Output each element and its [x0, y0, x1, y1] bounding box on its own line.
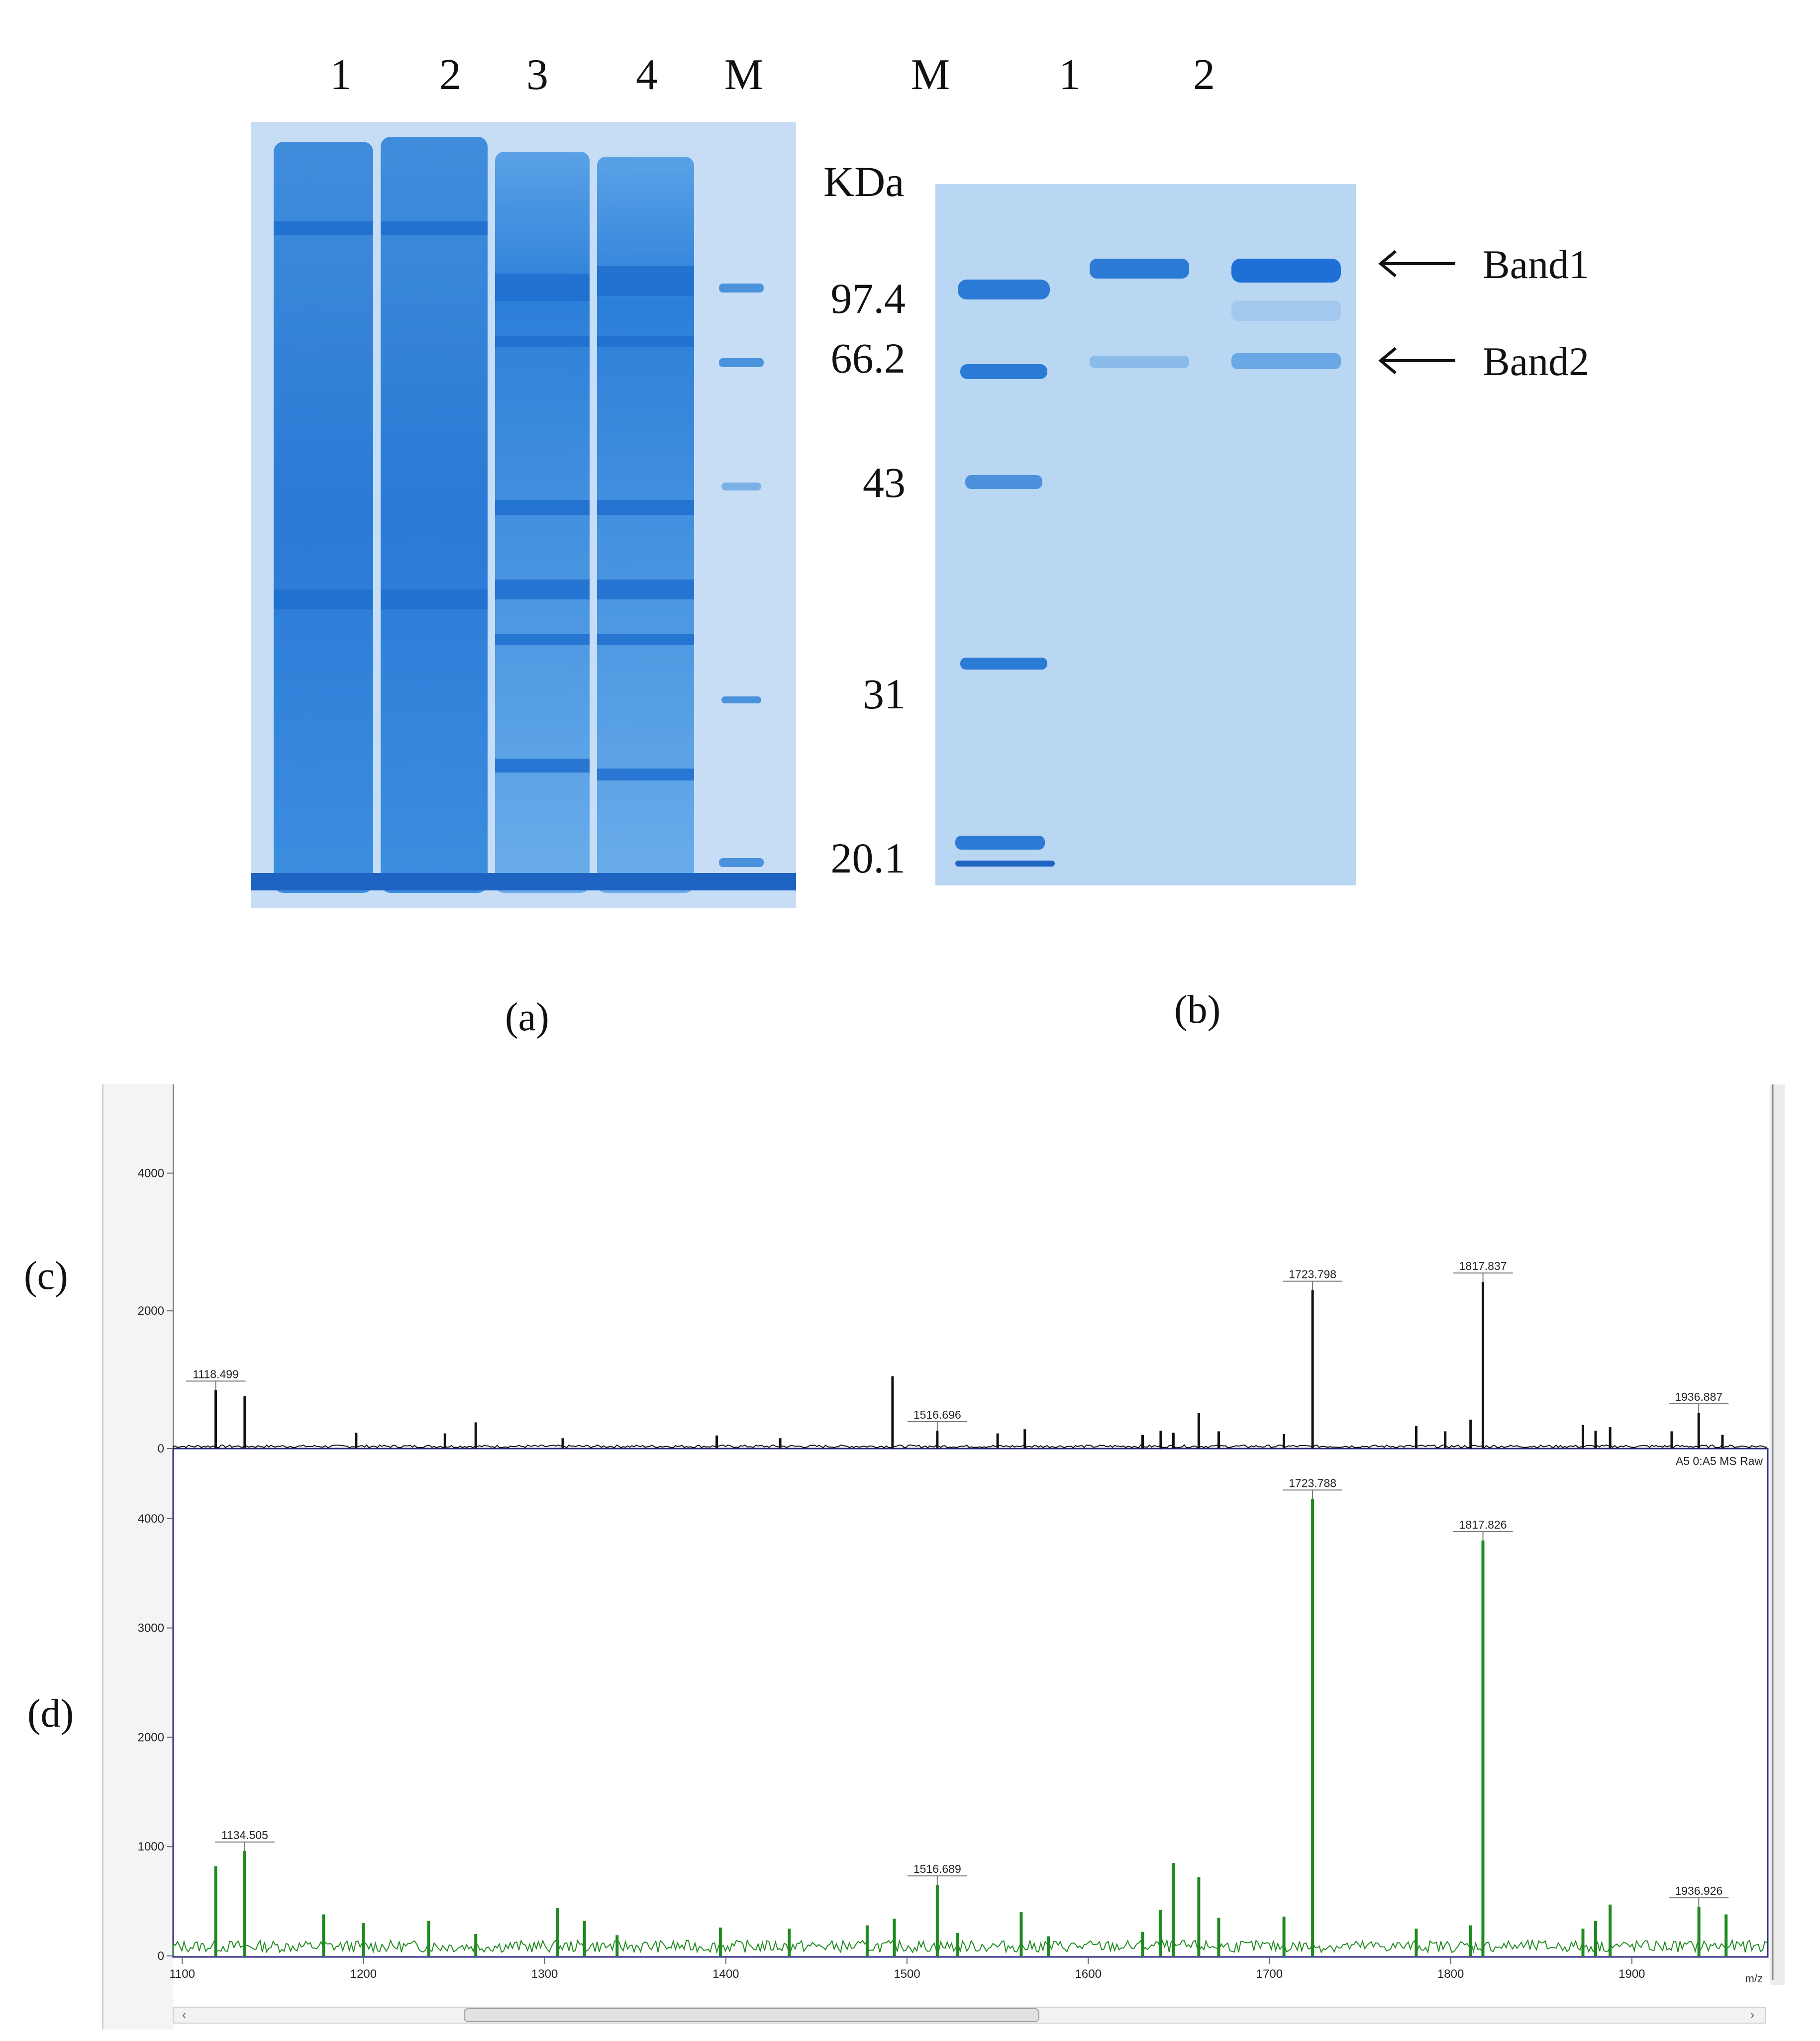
peak-label: 1936.887 [1675, 1390, 1722, 1403]
peak-label: 1134.505 [221, 1829, 268, 1842]
y-tick-label: 0 [158, 1442, 164, 1456]
x-tick-label: 1400 [712, 1967, 739, 1981]
gel-a-lane-labels: 1 2 3 4 M [0, 0, 846, 109]
spectrum-c-plot-area [173, 1084, 1768, 1449]
spectrum-c-panel-label: (c) [24, 1254, 68, 1298]
y-tick-label: 1000 [138, 1840, 164, 1853]
scroll-left-icon[interactable]: ‹ [182, 2008, 186, 2022]
y-tick-label: 2000 [138, 1731, 164, 1744]
gel-b-panel-label: (b) [1174, 988, 1221, 1032]
gel-b-lane-label: 2 [1193, 51, 1215, 99]
gel-a-panel-label: (a) [505, 995, 549, 1039]
y-tick-label: 4000 [138, 1512, 164, 1526]
spectrum-baseline [173, 1938, 1767, 1956]
spectrum-baseline [173, 1444, 1767, 1449]
y-tick-label: 3000 [138, 1622, 164, 1635]
x-tick-label: 1800 [1437, 1967, 1464, 1981]
x-tick-label: 1600 [1075, 1967, 1102, 1981]
spectrum-header: A5 0:A5 MS Raw [1676, 1455, 1763, 1467]
marker-weight-label: 97.4 [830, 275, 906, 322]
spectrum-chart: A5 0:A5 MS Raw ‹ › m/z 1118.4991516.6961… [103, 1084, 1785, 2030]
spectrum-d-panel-label: (d) [27, 1692, 74, 1736]
molecular-weight-unit: KDa [823, 158, 905, 205]
spectrum-c-trace: 1118.499 1516.696 1723.798 1817.837 1936.887 [173, 1260, 1767, 1449]
peak-label: 1118.499 [193, 1367, 239, 1380]
spectrum-d-plot-area [172, 1448, 1769, 1958]
y-tick-label: 4000 [138, 1166, 164, 1180]
band2-label: Band2 [1483, 339, 1590, 384]
marker-weight-label: 20.1 [830, 834, 906, 882]
gel-a-lane-label: M [724, 51, 764, 99]
peak-label: 1817.826 [1459, 1518, 1507, 1531]
gel-a-lane-label: 3 [526, 51, 548, 99]
gel-a-lane-label: 4 [636, 51, 658, 99]
gel-b-sample-bands [1090, 259, 1341, 369]
marker-weight-label: 66.2 [830, 334, 906, 382]
x-tick-label: 1900 [1618, 1967, 1645, 1981]
gel-b-lane-label: 1 [1059, 51, 1081, 99]
x-tick-label: 1300 [531, 1967, 558, 1981]
gel-a-bands [274, 221, 694, 780]
peak-label: 1516.689 [913, 1862, 961, 1875]
peak-label: 1516.696 [913, 1408, 961, 1421]
spectrum-scrollbar-thumb[interactable] [464, 2008, 1039, 2022]
band1-arrow-icon [1378, 250, 1455, 278]
gel-a-lane-label: 1 [330, 51, 352, 99]
band1-label: Band1 [1483, 242, 1590, 287]
gel-b-lane-label: M [910, 51, 950, 99]
x-tick-label: 1700 [1256, 1967, 1283, 1981]
x-tick-label: 1200 [350, 1967, 377, 1981]
x-tick-label: 1500 [894, 1967, 920, 1981]
gel-a-marker-lane [719, 284, 764, 867]
peak-label: 1723.798 [1289, 1268, 1336, 1281]
spectrum-x-axis: 1100 1200 1300 1400 1500 1600 1700 1800 1900 [169, 1957, 1645, 1981]
band-annotations: Band1 Band2 [1363, 234, 1662, 398]
marker-weight-labels: 97.4 66.2 43 31 20.1 [776, 259, 925, 905]
peak-label: 1817.837 [1459, 1260, 1507, 1272]
spectrum-d-axis: 4000 3000 2000 1000 0 [138, 1512, 173, 1963]
gel-a-lane-label: 2 [439, 51, 461, 99]
gel-a-lane-1 [274, 142, 373, 893]
x-tick-label: 1100 [169, 1967, 195, 1981]
gel-b-lane-labels: M 1 2 [846, 0, 1343, 109]
gel-a-lane-3 [495, 152, 590, 893]
spectrum-window: A5 0:A5 MS Raw ‹ › m/z 1118.499 1516.696 1… [102, 1084, 1795, 2030]
x-axis-unit-label: m/z [1745, 1972, 1763, 1985]
spectrum-d-trace: 1134.505 1516.689 1723.788 1817.826 1936.926 [173, 1476, 1767, 1956]
spectrum-c-axis: 4000 2000 0 [138, 1166, 173, 1456]
peak-label: 1936.926 [1675, 1884, 1722, 1897]
scroll-right-icon[interactable]: › [1750, 2008, 1754, 2022]
band2-arrow-icon [1378, 347, 1455, 375]
peak-label: 1723.788 [1289, 1476, 1336, 1489]
gel-a-lane-2 [381, 137, 488, 893]
gel-b-marker-lane [955, 280, 1055, 867]
marker-weight-label: 43 [863, 459, 906, 506]
gel-a-image [251, 122, 796, 908]
y-tick-label: 2000 [138, 1304, 164, 1318]
marker-weight-label: 31 [863, 670, 906, 718]
gel-b-image [935, 184, 1356, 885]
y-tick-label: 0 [158, 1949, 164, 1963]
